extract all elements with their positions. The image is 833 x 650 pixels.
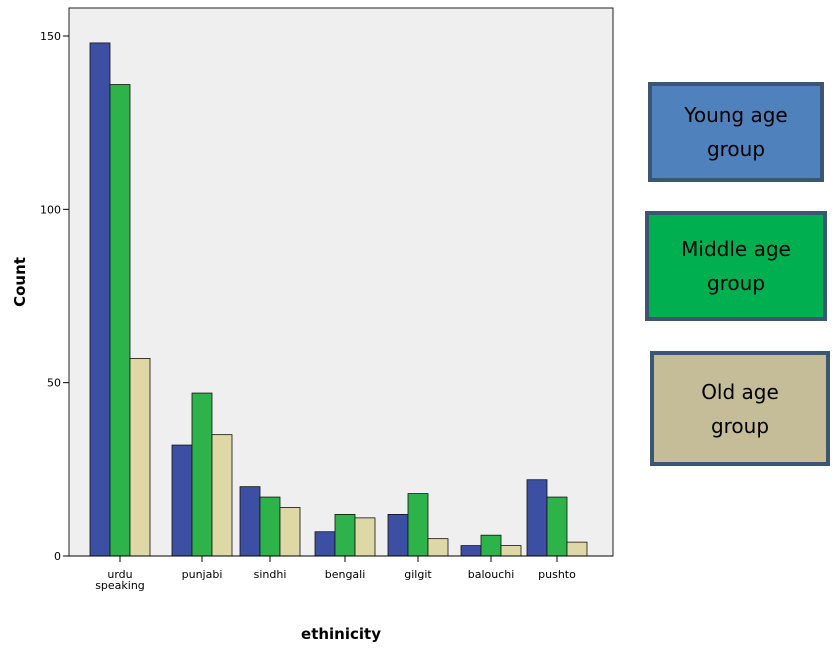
y-tick-label: 50 <box>47 377 61 390</box>
x-tick-label: sindhi <box>254 568 287 581</box>
bar <box>387 514 409 557</box>
bar <box>191 392 213 557</box>
x-tick-label: pushto <box>538 568 576 581</box>
x-tick-label: balouchi <box>468 568 515 581</box>
y-tick-label: 150 <box>40 30 61 43</box>
legend-label-line2: group <box>706 271 766 295</box>
bar <box>526 479 548 557</box>
x-tick-label: bengali <box>325 568 366 581</box>
bar <box>500 545 522 557</box>
bar <box>89 42 111 557</box>
y-tick-label: 0 <box>54 550 61 563</box>
legend-label-line1: Middle age <box>681 237 791 261</box>
bar <box>314 531 336 557</box>
bar <box>171 444 193 557</box>
bar <box>460 545 482 557</box>
bar <box>546 496 568 557</box>
y-axis-title: Count <box>11 257 29 307</box>
bar <box>259 496 281 557</box>
bar <box>239 486 261 557</box>
legend-label-line2: group <box>706 137 766 161</box>
bar <box>279 507 301 557</box>
bar <box>354 517 376 557</box>
bar <box>129 357 151 557</box>
plot-area <box>68 7 614 557</box>
legend-label-line1: Old age <box>701 379 779 404</box>
x-tick-label: gilgit <box>404 568 432 581</box>
y-tick-label: 100 <box>40 203 61 216</box>
bar <box>480 534 502 557</box>
x-tick-label: punjabi <box>182 568 223 581</box>
bar <box>211 434 233 557</box>
bar <box>427 538 449 557</box>
x-axis-ticks: urdu speaking punjabi sindhi bengali gilgit ba… <box>69 555 613 592</box>
y-axis-ticks: 0 50 100 150 <box>40 30 69 563</box>
bar <box>407 493 429 557</box>
legend-young-age-group: Young age group <box>648 82 824 182</box>
legend-middle-age-group: Middle age group <box>645 211 827 321</box>
bars-group <box>89 42 588 557</box>
legend-label-line2: group <box>710 413 770 438</box>
bar <box>109 84 131 557</box>
bar <box>334 514 356 557</box>
legend-old-age-group: Old age group <box>650 351 830 466</box>
bar <box>566 541 588 557</box>
legend-label-line1: Young age <box>684 103 788 127</box>
x-axis-title: ethinicity <box>301 625 381 643</box>
x-tick-label: urdu speaking <box>95 568 145 592</box>
